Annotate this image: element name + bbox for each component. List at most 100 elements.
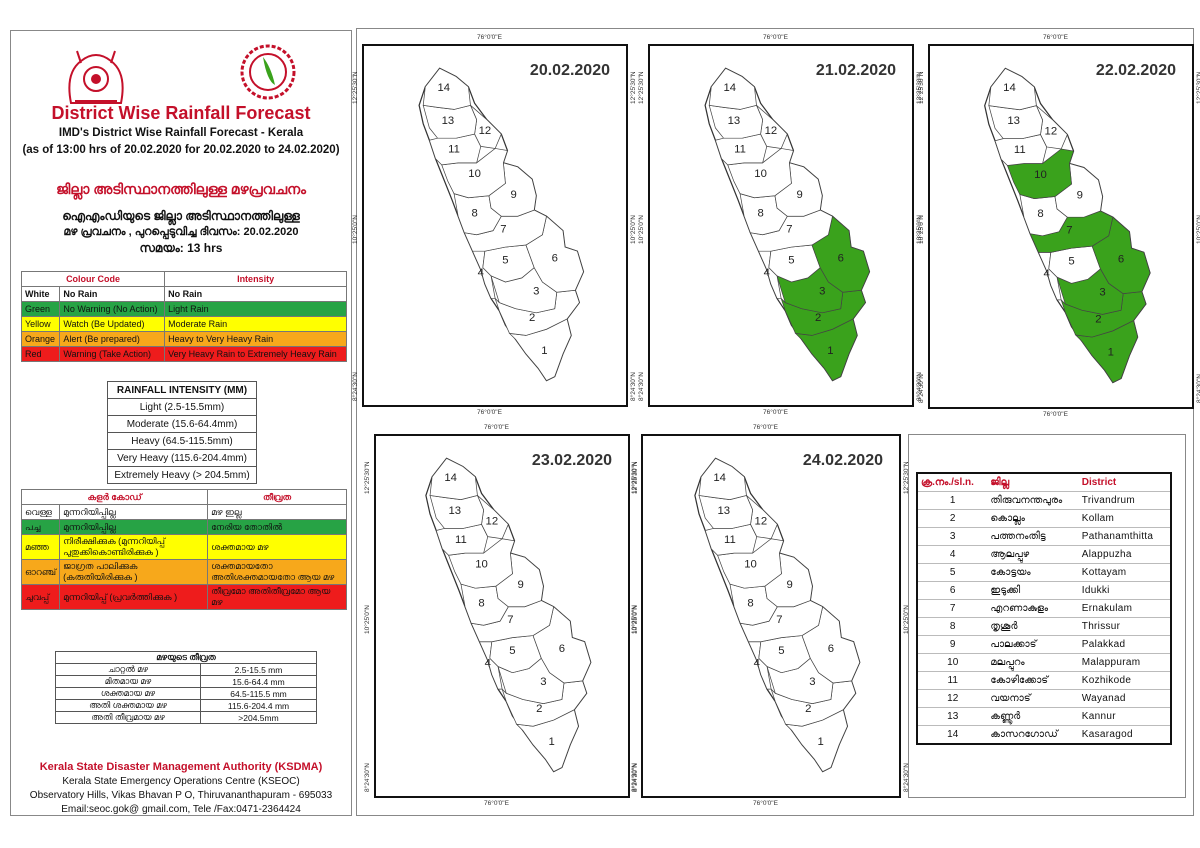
code-cell: Warning (Take Action) (59, 346, 166, 362)
code-cell: No Warning (No Action) (59, 301, 166, 317)
org-address: Observatory Hills, Vikas Bhavan P O, Thi… (29, 790, 333, 801)
intensity-cell: Very Heavy Rain to Extremely Heavy Rain (164, 346, 347, 362)
district-ml-cell: കോഴിക്കോട് (987, 671, 1079, 690)
district-label-6: 6 (552, 252, 558, 264)
district-label-6: 6 (828, 643, 834, 655)
district-label-5: 5 (778, 645, 784, 657)
code-cell: മുന്നറിയിപ്പ് (പ്രവർത്തിക്കുക ) (59, 584, 209, 610)
colour-cell: Orange (20, 331, 61, 347)
district-label-14: 14 (723, 82, 736, 94)
table-row: പച്ച മുന്നറിയിപ്പില്ല നേരിയ തോതിൽ (20, 519, 347, 535)
lon-label-top: 76°0'0"E (1043, 34, 1068, 41)
lat-label-right-top: 12°25'30"N (630, 71, 637, 104)
district-ml-cell: പത്തനംതിട്ട (987, 527, 1079, 546)
district-label-4: 4 (1044, 268, 1050, 280)
district-label-5: 5 (502, 255, 508, 267)
district-label-3: 3 (1099, 287, 1105, 299)
intensity-row: Moderate (15.6-64.4mm) (107, 415, 257, 433)
intensity-cell: No Rain (164, 286, 347, 302)
district-label-1: 1 (1108, 347, 1114, 359)
district-no-cell: 9 (917, 635, 988, 654)
district-14 (422, 67, 471, 110)
lat-label-right-bottom: 8°24'30"N (1196, 374, 1200, 403)
district-label-14: 14 (444, 472, 457, 484)
district-label-9: 9 (510, 189, 516, 201)
district-label-12: 12 (765, 125, 778, 137)
district-label-1: 1 (548, 736, 554, 748)
district-label-9: 9 (518, 579, 524, 591)
district-label-6: 6 (1118, 254, 1124, 266)
table-header-row: ക്ര.നം./sl.n. ജില്ല District (917, 473, 1171, 492)
district-label-11: 11 (1014, 144, 1026, 156)
org-line: Kerala State Emergency Operations Centre… (62, 776, 300, 787)
district-14 (429, 457, 478, 500)
forecast-map-1: 20.02.2020 1 2 3 4 5 6 7 8 9 10 11 12 13 14 (362, 44, 628, 407)
header-en: District (1078, 473, 1171, 492)
district-label-1: 1 (827, 345, 833, 357)
district-label-1: 1 (817, 736, 823, 748)
intensity-label: ചാറ്റൽ മഴ (55, 663, 201, 676)
colour-cell: Yellow (20, 316, 61, 332)
district-label-5: 5 (509, 645, 515, 657)
code-cell: Alert (Be prepared) (59, 331, 166, 347)
ml-subtitle-date: മഴ പ്രവചനം , പുറപ്പെടുവിച്ച ദിവസം: 20.02… (63, 226, 299, 238)
colour-cell: ഓറഞ്ച് (20, 559, 61, 585)
district-label-14: 14 (437, 82, 450, 94)
district-label-3: 3 (533, 285, 539, 297)
district-14 (988, 67, 1037, 111)
district-ml-cell: മലപ്പുറം (987, 653, 1079, 672)
lon-label-top: 76°0'0"E (477, 34, 502, 41)
table-row: 3 പത്തനംതിട്ട Pathanamthitta (917, 527, 1171, 546)
lon-label-bottom: 76°0'0"E (1043, 411, 1068, 418)
lat-label-mid: 10°25'0"N (631, 605, 638, 634)
intensity-value: 15.6-64.4 mm (199, 675, 318, 688)
district-label-3: 3 (819, 285, 825, 297)
lat-label-right-mid: 10°25'0"N (903, 605, 910, 634)
lon-label-bottom: 76°0'0"E (763, 409, 788, 416)
district-ml-cell: പാലക്കാട് (987, 635, 1079, 654)
district-label-2: 2 (536, 703, 542, 715)
district-no-cell: 6 (917, 581, 988, 600)
district-en-cell: Palakkad (1078, 635, 1171, 654)
code-cell: മുന്നറിയിപ്പില്ല (59, 504, 209, 520)
district-ml-cell: കോട്ടയം (987, 563, 1079, 582)
lat-label-mid: 10°25'0"N (352, 215, 359, 244)
intensity-label: അതി ശക്തമായ മഴ (55, 699, 201, 712)
lon-label-bottom: 76°0'0"E (477, 409, 502, 416)
info-panel: District Wise Rainfall Forecast IMD's Di… (10, 30, 352, 816)
org-name: Kerala State Disaster Management Authori… (39, 761, 323, 773)
district-table: ക്ര.നം./sl.n. ജില്ല District 1 തിരുവനന്തപ… (916, 472, 1172, 745)
lat-label-right-bottom: 8°24'30"N (903, 763, 910, 792)
district-label-10: 10 (468, 168, 481, 180)
district-en-cell: Ernakulam (1078, 599, 1171, 618)
colour-code-table: Colour Code Intensity White No Rain No R… (20, 271, 347, 362)
intensity-cell: Heavy to Very Heavy Rain (164, 331, 347, 347)
district-ml-cell: തിരുവനന്തപുരം (987, 491, 1079, 510)
district-label-8: 8 (478, 598, 484, 610)
intensity-cell: Light Rain (164, 301, 347, 317)
ml-colour-header: കളർ കോഡ് (20, 489, 209, 505)
subtitle: IMD's District Wise Rainfall Forecast - … (58, 127, 304, 139)
intensity-row: Heavy (64.5-115.5mm) (107, 432, 257, 450)
table-row: 6 ഇടുക്കി Idukki (917, 581, 1171, 600)
ml-title: ജില്ലാ അടിസ്ഥാനത്തിലുള്ള മഴപ്രവചനം (56, 181, 306, 197)
district-en-cell: Pathanamthitta (1078, 527, 1171, 546)
map-date: 20.02.2020 (529, 62, 610, 79)
table-row: White No Rain No Rain (20, 286, 347, 302)
lat-label-top: 12°25'30"N (352, 71, 359, 104)
lat-label-bottom: 8°24'30"N (364, 763, 371, 792)
district-en-cell: Idukki (1078, 581, 1171, 600)
ksdma-logo-icon (240, 44, 296, 100)
ml-intensity-header: തീവ്രത (207, 489, 347, 505)
map-date: 22.02.2020 (1095, 62, 1176, 79)
district-label-13: 13 (717, 505, 730, 517)
colour-cell: White (20, 286, 61, 302)
district-label-2: 2 (805, 703, 811, 715)
district-label-12: 12 (1045, 126, 1058, 138)
district-no-cell: 5 (917, 563, 988, 582)
district-no-cell: 2 (917, 509, 988, 528)
table-row: 7 എറണാകുളം Ernakulam (917, 599, 1171, 618)
colour-code-header: Colour Code (20, 271, 166, 287)
district-label-4: 4 (764, 267, 770, 279)
